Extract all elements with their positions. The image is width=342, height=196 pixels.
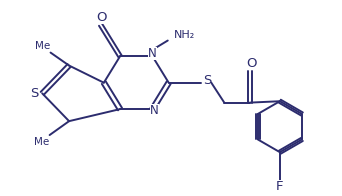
Text: O: O [96,11,107,24]
Text: Me: Me [34,137,49,147]
Text: F: F [276,181,284,193]
Text: S: S [203,74,211,87]
Text: N: N [150,104,159,117]
Text: N: N [148,47,157,61]
Text: O: O [246,57,257,70]
Text: NH₂: NH₂ [174,30,195,40]
Text: S: S [30,87,38,100]
Text: Me: Me [35,41,50,51]
